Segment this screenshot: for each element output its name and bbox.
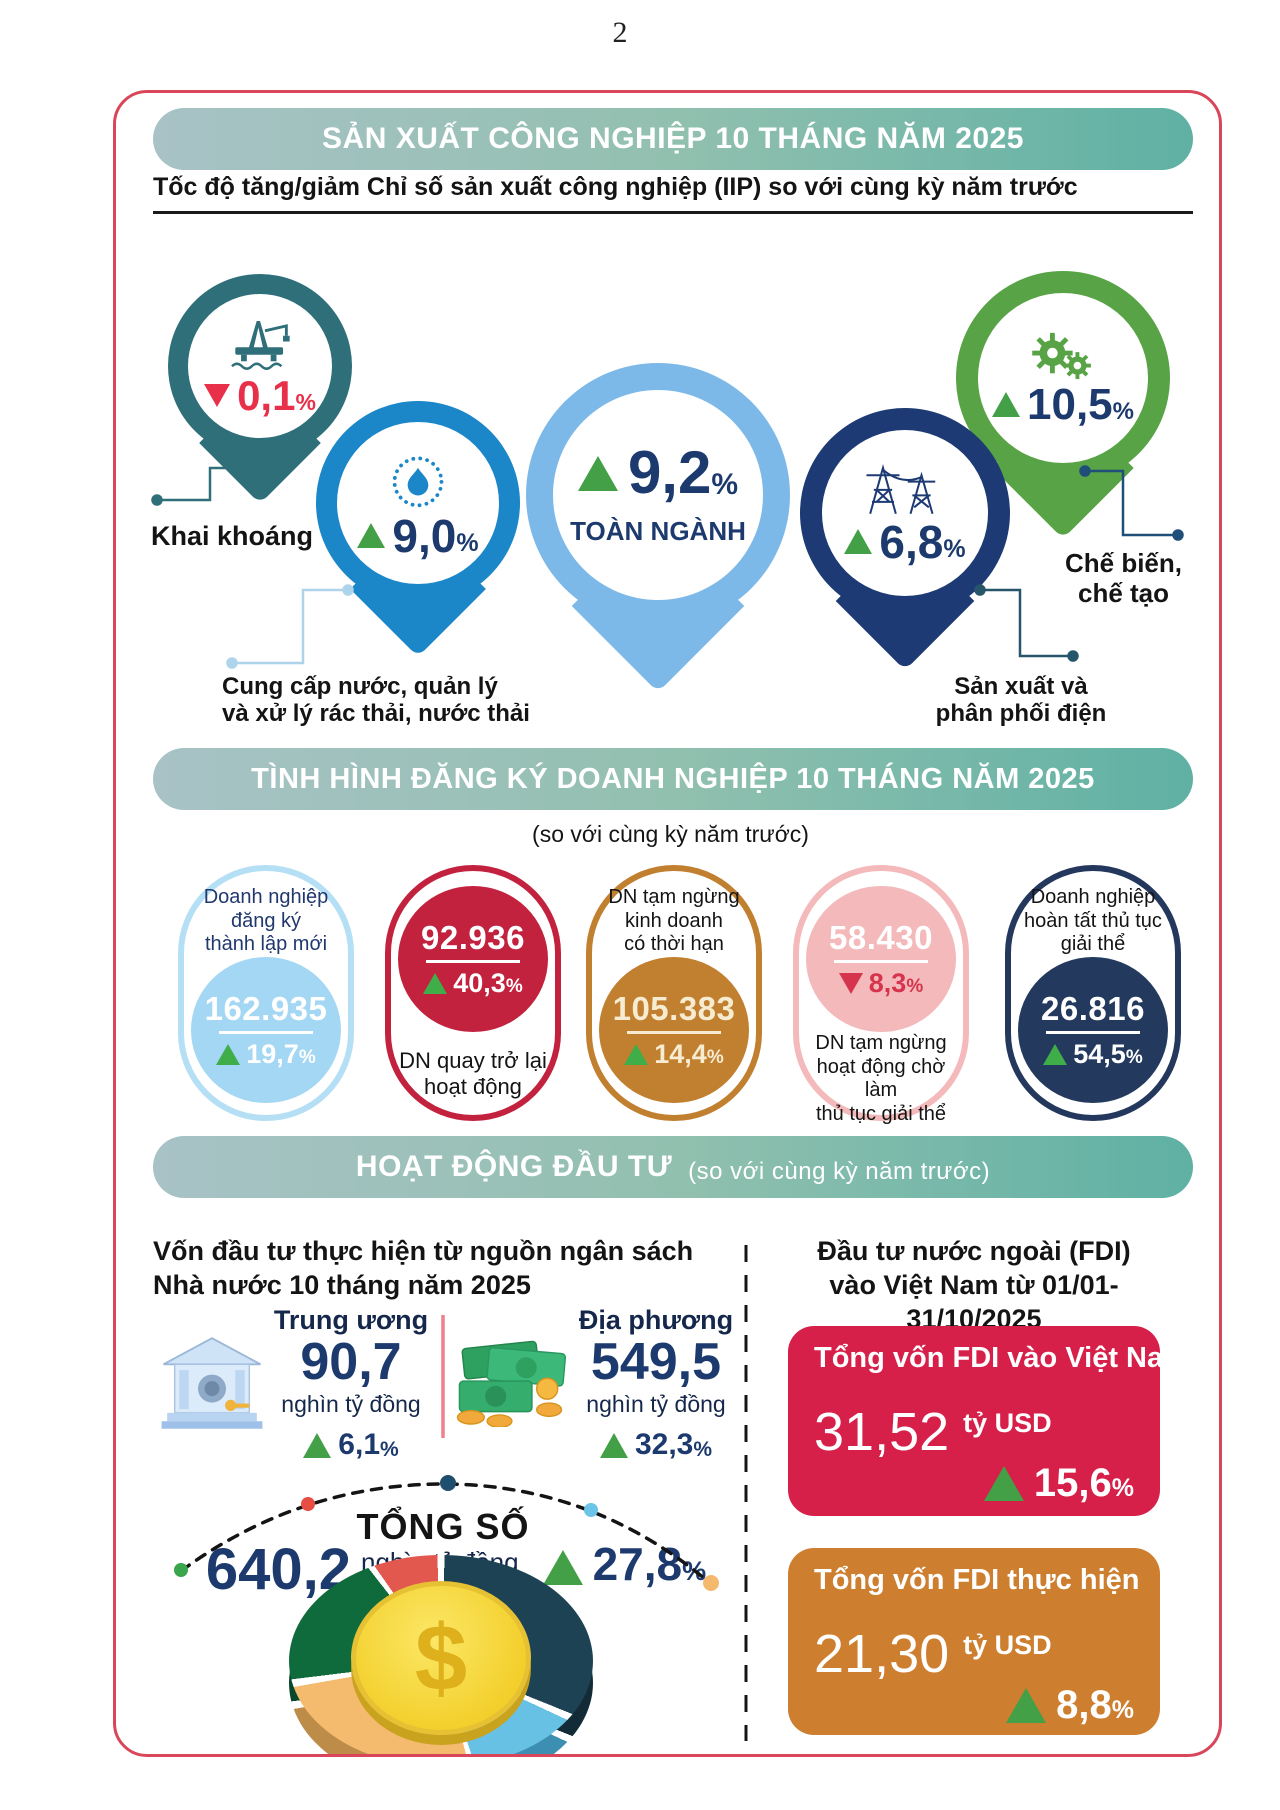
- pin-value: 9,0: [392, 509, 457, 562]
- business-card-new: Doanh nghiệp đăng ký thành lập mới 162.9…: [178, 865, 354, 1121]
- card-value-circle: 26.816 54,5 %: [1018, 956, 1168, 1103]
- business-card-awaiting-dissolution: 58.430 8,3 % DN tạm ngừng hoạt động chờ …: [793, 865, 969, 1125]
- fdi-change: 8,8: [1056, 1683, 1112, 1727]
- fdi-title: Đầu tư nước ngoài (FDI) vào Việt Nam từ …: [817, 1236, 1131, 1334]
- fdi-box-title: Tổng vốn FDI vào Việt Nam: [814, 1342, 1189, 1374]
- card-value: 92.936: [421, 919, 525, 956]
- section-title: SẢN XUẤT CÔNG NGHIỆP 10 THÁNG NĂM 2025: [322, 122, 1024, 155]
- card-value-circle: 105.383 14,4 %: [599, 956, 749, 1103]
- fdi-change: 15,6: [1033, 1461, 1112, 1505]
- card-label: Doanh nghiệp hoàn tất thủ tục giải thể: [1024, 886, 1162, 956]
- fdi-box-title: Tổng vốn FDI thực hiện: [814, 1564, 1140, 1596]
- fdi-box-registered: Tổng vốn FDI vào Việt Nam 31,52 tỷ USD 1…: [788, 1326, 1189, 1516]
- up-triangle-icon: [423, 973, 448, 994]
- water-drop-icon: [392, 455, 444, 507]
- pin-label-electricity: Sản xuất và phân phối điện: [935, 673, 1107, 728]
- business-card-returning: 92.936 40,3 % DN quay trở lại hoạt động: [385, 865, 561, 1121]
- oil-rig-icon: [231, 320, 290, 370]
- up-triangle-icon: [1043, 1043, 1068, 1065]
- page-number: 2: [612, 16, 628, 49]
- budget-total-change: 27,8: [592, 1538, 683, 1590]
- card-change: 19,7: [246, 1038, 299, 1069]
- pin-label-whole-industry: TOÀN NGÀNH: [570, 516, 746, 546]
- pin-label-mining: Khai khoáng: [151, 521, 314, 551]
- iip-subtitle: Tốc độ tăng/giảm Chỉ số sản xuất công ng…: [153, 173, 1078, 201]
- up-triangle-icon: [983, 1466, 1024, 1501]
- up-triangle-icon: [992, 392, 1020, 417]
- business-subtitle: (so với cùng kỳ năm trước): [532, 821, 809, 847]
- section-header-investment: HOẠT ĐỘNG ĐẦU TƯ (so với cùng kỳ năm trư…: [153, 1136, 1193, 1198]
- card-label: Doanh nghiệp đăng ký thành lập mới: [203, 886, 329, 956]
- card-value-circle: 58.430 8,3 %: [806, 886, 956, 1032]
- iip-pin-manufacturing: 10,5 %: [956, 271, 1170, 539]
- section-title: TÌNH HÌNH ĐĂNG KÝ DOANH NGHIỆP 10 THÁNG …: [251, 762, 1095, 795]
- card-change: 40,3: [453, 968, 506, 998]
- budget-local-change: 32,3: [634, 1428, 694, 1462]
- card-label: DN tạm ngừng kinh doanh có thời hạn: [608, 886, 740, 956]
- up-triangle-icon: [303, 1432, 332, 1458]
- budget-central-value: 90,7: [300, 1333, 402, 1391]
- iip-pin-water-supply: 9,0 %: [316, 401, 520, 657]
- money-icon: [456, 1340, 567, 1427]
- investment-subtitle: (so với cùng kỳ năm trước): [688, 1158, 991, 1185]
- up-triangle-icon: [599, 1432, 628, 1458]
- card-change: 8,3: [868, 968, 907, 998]
- up-triangle-icon: [844, 529, 873, 554]
- card-value: 162.935: [204, 989, 328, 1027]
- budget-central-unit: nghìn tỷ đồng: [281, 1391, 421, 1418]
- state-budget-title: Vốn đầu tư thực hiện từ nguồn ngân sách …: [153, 1236, 694, 1300]
- pin-value: 0,1: [237, 371, 296, 419]
- budget-local-value: 549,5: [590, 1333, 722, 1391]
- budget-local-label: Địa phương: [578, 1305, 734, 1335]
- up-triangle-icon: [577, 455, 618, 491]
- divider-line: [153, 211, 1193, 214]
- up-triangle-icon: [216, 1043, 241, 1065]
- infographic-sheet: SẢN XUẤT CÔNG NGHIỆP 10 THÁNG NĂM 2025 T…: [113, 90, 1222, 1757]
- down-triangle-icon: [204, 384, 231, 407]
- card-value-circle: 92.936 40,3 %: [398, 886, 548, 1032]
- coin-icon: $: [351, 1581, 531, 1735]
- power-pylon-icon: [866, 463, 936, 514]
- card-label: DN quay trở lại hoạt động: [399, 1048, 547, 1100]
- business-card-suspended: DN tạm ngừng kinh doanh có thời hạn 105.…: [586, 865, 762, 1121]
- fdi-value: 21,30: [814, 1624, 950, 1684]
- pin-value: 9,2: [627, 439, 712, 506]
- fdi-unit: tỷ USD: [963, 1408, 1052, 1438]
- business-card-dissolved: Doanh nghiệp hoàn tất thủ tục giải thể 2…: [1005, 865, 1181, 1121]
- budget-central-block: Trung ương 90,7 nghìn tỷ đồng 6,1 %: [273, 1305, 429, 1462]
- iip-pin-whole-industry: 9,2 % TOÀN NGÀNH: [526, 363, 790, 693]
- card-change: 54,5: [1073, 1038, 1126, 1069]
- fdi-value: 31,52: [814, 1402, 950, 1462]
- fdi-unit: tỷ USD: [963, 1630, 1052, 1660]
- up-triangle-icon: [1006, 1688, 1047, 1723]
- budget-central-change: 6,1: [338, 1428, 381, 1462]
- budget-local-block: Địa phương 549,5 nghìn tỷ đồng 32,3 %: [578, 1305, 734, 1462]
- card-value: 105.383: [612, 989, 736, 1027]
- pin-value: 6,8: [879, 515, 944, 568]
- card-value-circle: 162.935 19,7 %: [191, 956, 341, 1103]
- pin-label-manufacturing: Chế biến, chế tạo: [1064, 548, 1182, 608]
- down-triangle-icon: [838, 973, 863, 994]
- bank-icon: [161, 1337, 263, 1429]
- card-label: DN tạm ngừng hoạt động chờ làm thủ tục g…: [815, 1032, 947, 1125]
- section-header-industry: SẢN XUẤT CÔNG NGHIỆP 10 THÁNG NĂM 2025: [153, 108, 1193, 170]
- card-change: 14,4: [654, 1038, 707, 1069]
- iip-pin-electricity: 6,8 %: [800, 408, 1010, 671]
- card-value: 58.430: [829, 919, 933, 956]
- up-triangle-icon: [357, 523, 386, 548]
- budget-local-unit: nghìn tỷ đồng: [586, 1391, 726, 1418]
- section-header-business: TÌNH HÌNH ĐĂNG KÝ DOANH NGHIỆP 10 THÁNG …: [153, 748, 1193, 810]
- iip-pin-mining: 0,1 %: [168, 274, 352, 504]
- pin-label-water-supply: Cung cấp nước, quản lý và xử lý rác thải…: [222, 673, 530, 728]
- fdi-box-disbursed: Tổng vốn FDI thực hiện 21,30 tỷ USD 8,8 …: [788, 1548, 1160, 1735]
- gears-icon: [1032, 332, 1091, 379]
- budget-donut-chart: $: [289, 1555, 593, 1754]
- pin-value: 10,5: [1027, 379, 1113, 429]
- card-value: 26.816: [1041, 989, 1145, 1027]
- budget-central-label: Trung ương: [273, 1305, 429, 1335]
- section-title: HOẠT ĐỘNG ĐẦU TƯ: [355, 1150, 673, 1183]
- up-triangle-icon: [624, 1043, 649, 1065]
